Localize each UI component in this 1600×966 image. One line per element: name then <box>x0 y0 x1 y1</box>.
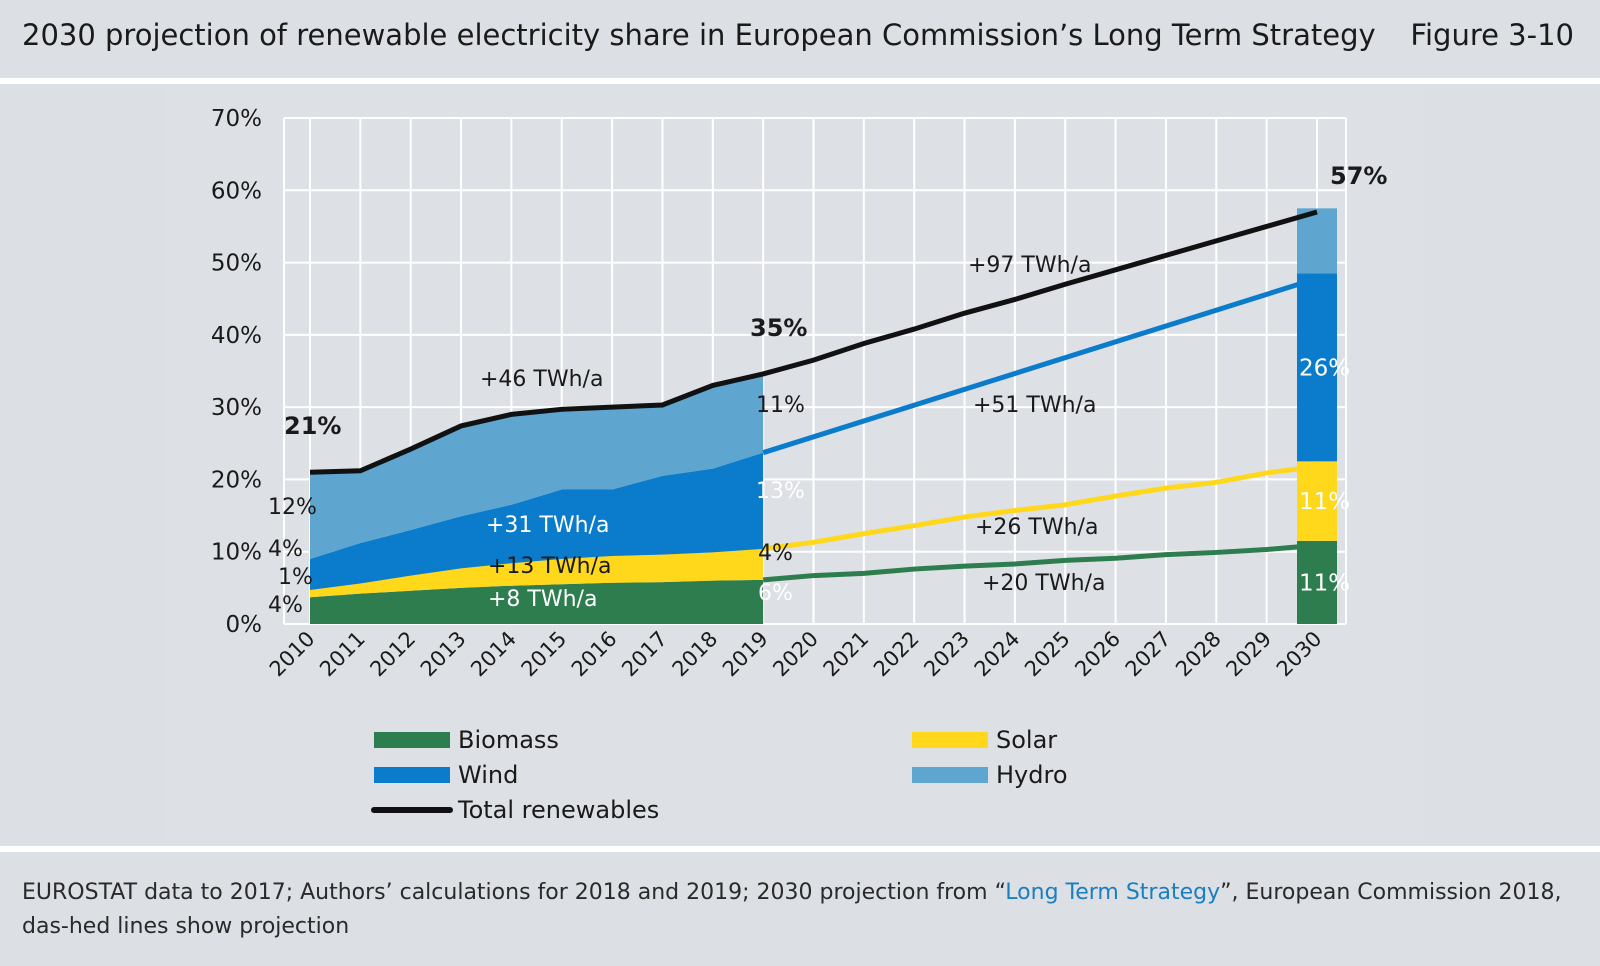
x-tick-label: 2011 <box>315 627 370 682</box>
bar-2030-biomass <box>1297 540 1337 624</box>
share-2019-label: 6% <box>758 581 793 606</box>
bar-2030-solar <box>1297 461 1337 541</box>
x-tick-label: 2015 <box>517 627 572 682</box>
projection-line-wind <box>762 276 1318 456</box>
x-tick-label: 2013 <box>416 627 471 682</box>
x-tick-label: 2018 <box>668 627 723 682</box>
x-tick-label: 2010 <box>265 627 320 682</box>
area-biomass <box>310 579 764 624</box>
legend-label: Total renewables <box>457 796 659 824</box>
legend-swatch <box>912 767 988 783</box>
share-2019-label: 13% <box>756 479 805 504</box>
x-tick-label: 2021 <box>819 627 874 682</box>
y-tick-label: 40% <box>211 323 262 349</box>
figure-number: Figure 3-10 <box>1410 18 1574 52</box>
total-2019-label: 35% <box>750 314 807 342</box>
growth-historical-label: +13 TWh/a <box>488 554 611 579</box>
total-renewables-line <box>309 209 1318 475</box>
area-solar <box>310 548 764 598</box>
legend-label: Biomass <box>458 726 559 754</box>
divider-bottom <box>0 846 1600 852</box>
bar-2030-label: 11% <box>1299 570 1350 596</box>
page-title: 2030 projection of renewable electricity… <box>22 18 1376 52</box>
x-tick-label: 2019 <box>718 627 773 682</box>
divider-top <box>0 78 1600 84</box>
legend-swatch <box>374 732 450 748</box>
bar-2030-hydro <box>1297 208 1337 274</box>
growth-historical-label: +8 TWh/a <box>488 587 597 612</box>
bar-2030-label: 26% <box>1299 355 1350 381</box>
growth-projection-label: +51 TWh/a <box>973 393 1096 418</box>
area-wind <box>310 452 764 591</box>
x-tick-label: 2026 <box>1070 627 1125 682</box>
long-term-strategy-link[interactable]: Long Term Strategy <box>1005 880 1221 905</box>
x-tick-label: 2016 <box>567 627 622 682</box>
growth-projection-label: +20 TWh/a <box>982 571 1105 596</box>
growth-historical-label: +46 TWh/a <box>480 367 603 392</box>
header: 2030 projection of renewable electricity… <box>0 0 1600 78</box>
y-tick-label: 20% <box>211 467 262 493</box>
bar-2030-wind <box>1297 273 1337 462</box>
x-tick-label: 2023 <box>919 627 974 682</box>
y-tick-label: 0% <box>226 612 263 638</box>
x-tick-label: 2014 <box>466 627 521 682</box>
legend-label: Solar <box>996 726 1057 754</box>
legend-label: Hydro <box>996 761 1068 789</box>
total-2030-label: 57% <box>1330 162 1387 190</box>
y-tick-label: 50% <box>211 251 262 277</box>
x-tick-label: 2022 <box>869 627 924 682</box>
y-tick-label: 70% <box>211 106 262 132</box>
x-tick-label: 2020 <box>768 627 823 682</box>
share-2010-label: 12% <box>268 495 317 520</box>
growth-projection-label: +26 TWh/a <box>975 515 1098 540</box>
y-tick-label: 10% <box>211 540 262 566</box>
x-tick-label: 2025 <box>1020 627 1075 682</box>
source-note: EUROSTAT data to 2017; Authors’ calculat… <box>22 876 1582 944</box>
y-tick-label: 30% <box>211 395 262 421</box>
growth-historical-label: +31 TWh/a <box>486 513 609 538</box>
x-tick-label: 2027 <box>1121 627 1176 682</box>
projection-line-biomass <box>762 542 1318 583</box>
share-2019-label: 4% <box>758 541 793 566</box>
growth-projection-label: +97 TWh/a <box>968 253 1091 278</box>
share-2010-label: 1% <box>278 565 313 590</box>
total-2010-label: 21% <box>284 412 341 440</box>
source-note-text: EUROSTAT data to 2017; Authors’ calculat… <box>22 880 1006 905</box>
legend-swatch <box>374 767 450 783</box>
y-tick-label: 60% <box>211 178 262 204</box>
x-tick-label: 2012 <box>365 627 420 682</box>
area-hydro <box>310 373 764 559</box>
renewables-chart: 0% 10% 20% 30% 40% 50% 60% 70% 11% 11% 26% 21% 35% 57… <box>211 106 1388 824</box>
x-tick-label: 2017 <box>617 627 672 682</box>
projection-line-solar <box>762 463 1318 552</box>
x-tick-label: 2030 <box>1272 627 1327 682</box>
legend-swatch <box>912 732 988 748</box>
share-2010-label: 4% <box>268 593 303 618</box>
share-2010-label: 4% <box>268 537 303 562</box>
x-tick-label: 2028 <box>1171 627 1226 682</box>
x-tick-label: 2024 <box>970 627 1025 682</box>
bar-2030-label: 11% <box>1299 489 1350 515</box>
share-2019-label: 11% <box>756 393 805 418</box>
x-tick-label: 2029 <box>1221 627 1276 682</box>
source-note-text-end: ”, European Commission 2018, das-hed lin… <box>22 880 1562 939</box>
legend-label: Wind <box>458 761 518 789</box>
